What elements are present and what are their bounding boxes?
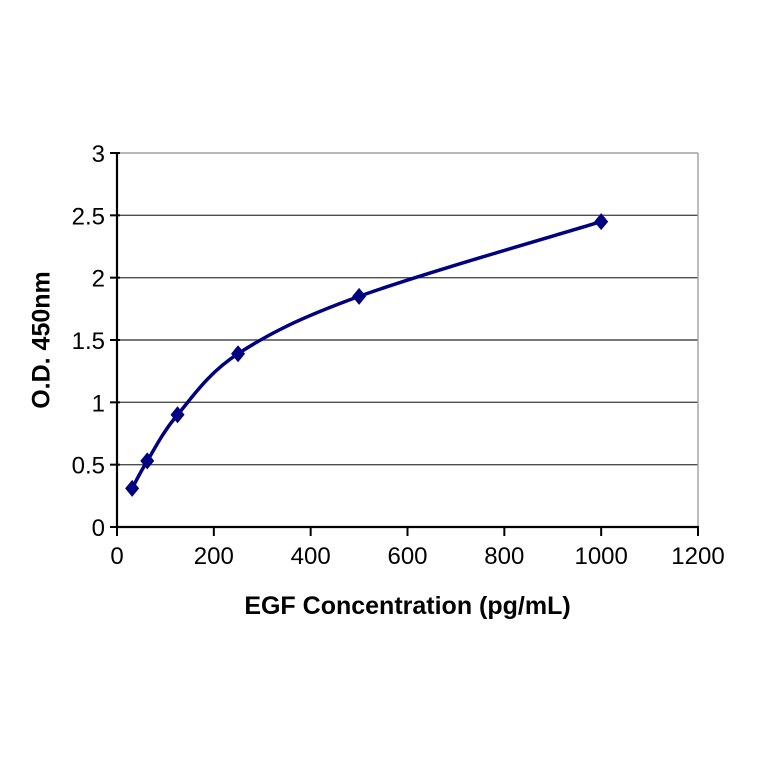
data-point-marker <box>140 452 155 470</box>
y-tick-label: 1 <box>92 390 105 417</box>
y-tick-label: 3 <box>92 141 105 168</box>
series-line <box>130 219 603 491</box>
data-point-marker <box>125 479 140 497</box>
data-point-marker <box>594 213 609 231</box>
x-tick-label: 200 <box>194 543 234 570</box>
y-tick-label: 0 <box>92 515 105 542</box>
y-tick-label: 1.5 <box>72 328 105 355</box>
y-tick-label: 2 <box>92 266 105 293</box>
x-tick-label: 1000 <box>574 543 627 570</box>
x-tick-label: 1200 <box>671 543 724 570</box>
data-point-marker <box>352 287 367 305</box>
x-tick-label: 0 <box>110 543 123 570</box>
x-tick-label: 800 <box>484 543 524 570</box>
x-tick-label: 400 <box>291 543 331 570</box>
x-tick-label: 600 <box>387 543 427 570</box>
data-point-marker <box>231 345 246 363</box>
y-tick-label: 2.5 <box>72 203 105 230</box>
data-point-marker <box>170 406 185 424</box>
y-axis-title: O.D. 450nm <box>27 271 56 409</box>
x-axis-title: EGF Concentration (pg/mL) <box>244 592 571 620</box>
y-tick-label: 0.5 <box>72 453 105 480</box>
